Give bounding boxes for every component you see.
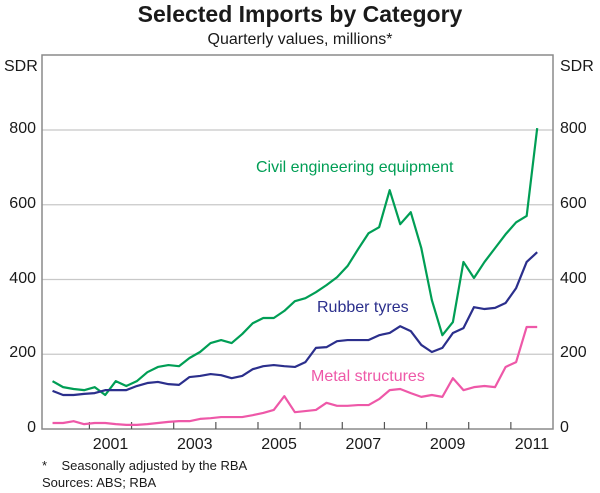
y-tick-label-left-600: 600 xyxy=(9,194,36,212)
y-tick-label-right-200: 200 xyxy=(560,344,587,362)
footnote-sources: Sources: ABS; RBA xyxy=(42,475,157,490)
x-tick-label-2011: 2011 xyxy=(514,436,550,453)
series-label-metal-structures: Metal structures xyxy=(311,368,425,385)
x-tick-label-2001: 2001 xyxy=(92,436,129,453)
y-tick-label-right-0: 0 xyxy=(560,419,569,436)
series-label-civil-engineering: Civil engineering equipment xyxy=(256,159,454,176)
y-tick-label-left-800: 800 xyxy=(9,120,36,137)
x-tick-label-2007: 2007 xyxy=(345,436,382,453)
footnote-seasonal: * Seasonally adjusted by the RBA xyxy=(42,458,248,473)
x-tick-label-2009: 2009 xyxy=(429,436,466,453)
plot-frame xyxy=(41,54,554,430)
chart-subtitle: Quarterly values, millions* xyxy=(207,31,393,48)
series-label-rubber-tyres: Rubber tyres xyxy=(317,299,409,316)
y-tick-label-right-600: 600 xyxy=(560,194,587,212)
y-tick-label-left-0: 0 xyxy=(27,419,36,436)
y-tick-label-right-800: 800 xyxy=(560,120,587,137)
y-axis-unit-right: SDR xyxy=(560,58,594,75)
y-tick-label-left-200: 200 xyxy=(9,344,36,362)
x-tick-label-2005: 2005 xyxy=(261,436,297,453)
series-line-rubber-tyres xyxy=(52,251,538,397)
y-axis-unit-left: SDR xyxy=(4,58,38,75)
chart-title: Selected Imports by Category xyxy=(137,1,463,27)
y-tick-label-left-400: 400 xyxy=(9,269,36,287)
series-line-metal-structures xyxy=(52,325,538,426)
x-tick-label-2003: 2003 xyxy=(176,436,213,453)
y-tick-label-right-400: 400 xyxy=(560,269,587,287)
series-line-civil-engineering-equipment xyxy=(51,128,539,397)
